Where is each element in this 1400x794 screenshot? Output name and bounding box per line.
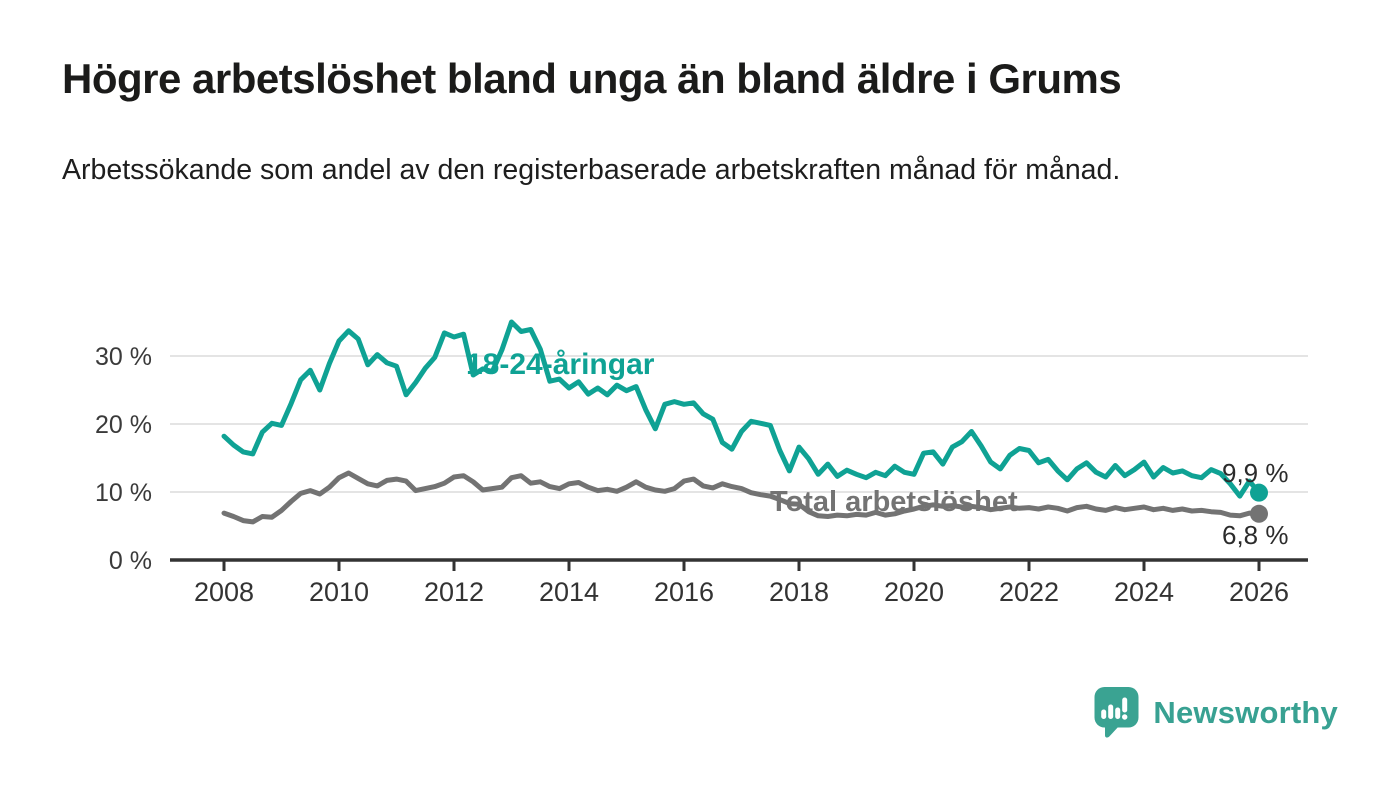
svg-text:2014: 2014 xyxy=(539,577,599,607)
svg-text:2012: 2012 xyxy=(424,577,484,607)
svg-text:10 %: 10 % xyxy=(95,479,152,507)
newsworthy-brand: Newsworthy xyxy=(1093,686,1338,739)
svg-text:20 %: 20 % xyxy=(95,411,152,439)
svg-text:30 %: 30 % xyxy=(95,343,152,371)
svg-text:2016: 2016 xyxy=(654,577,714,607)
page-title: Högre arbetslöshet bland unga än bland ä… xyxy=(62,55,1122,102)
newsworthy-logo-icon xyxy=(1094,687,1139,738)
svg-text:2018: 2018 xyxy=(769,577,829,607)
chart-subtitle: Arbetssökande som andel av den registerb… xyxy=(62,154,1121,186)
svg-text:2008: 2008 xyxy=(194,577,254,607)
end-value-label-youth: 9,9 % xyxy=(1222,458,1289,488)
series-label-total: Total arbetslöshet xyxy=(770,486,1018,518)
end-value-label-total: 6,8 % xyxy=(1222,520,1289,550)
svg-text:2022: 2022 xyxy=(999,577,1059,607)
svg-text:2024: 2024 xyxy=(1114,577,1174,607)
svg-text:0 %: 0 % xyxy=(109,547,152,575)
svg-text:2010: 2010 xyxy=(309,577,369,607)
svg-text:2020: 2020 xyxy=(884,577,944,607)
brand-name: Newsworthy xyxy=(1153,694,1338,730)
svg-text:2026: 2026 xyxy=(1229,577,1289,607)
series-label-youth: 18-24-åringar xyxy=(466,348,655,381)
